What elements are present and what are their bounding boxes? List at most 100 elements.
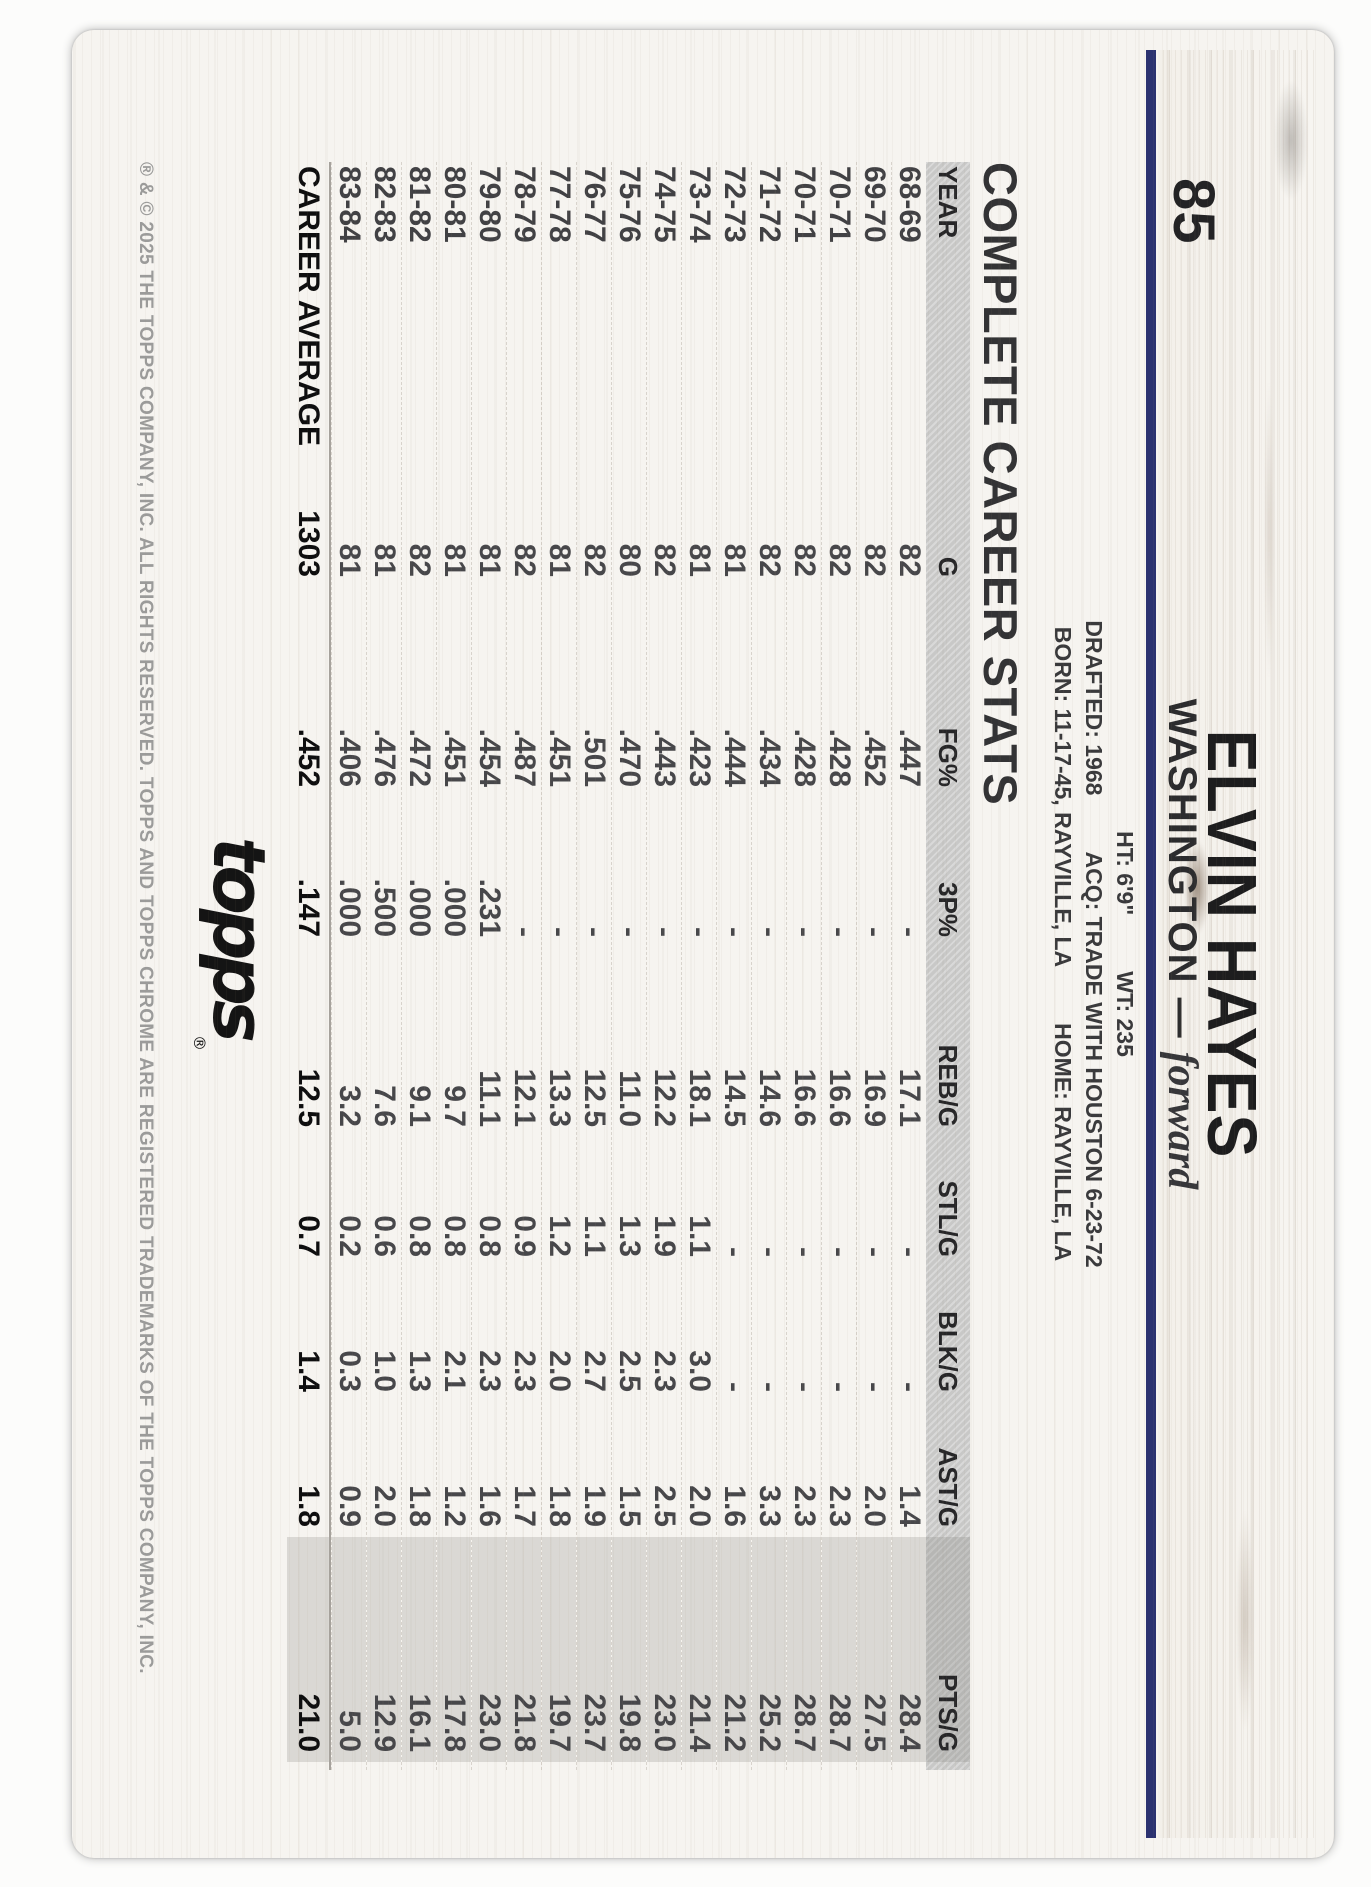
- stat-cell: -: [753, 927, 786, 937]
- stat-cell: .452: [292, 728, 325, 787]
- stat-cell: -: [648, 927, 681, 937]
- topps-logo: topps ®: [183, 30, 288, 1858]
- stat-cell: 2.3: [823, 1485, 856, 1527]
- column-header: PTS/G: [926, 1537, 970, 1762]
- stat-cell: 12.5: [292, 1068, 325, 1127]
- stat-cell: 16.9: [858, 1068, 891, 1127]
- stat-cell: 81: [473, 543, 506, 577]
- stat-cell: -: [683, 927, 716, 937]
- stat-cell: 3.2: [333, 1085, 366, 1127]
- stat-cell: 2.5: [613, 1350, 646, 1392]
- stat-cell: 14.6: [753, 1068, 786, 1127]
- stat-cell: -: [543, 927, 576, 937]
- stat-cell: 3.0: [683, 1350, 716, 1392]
- stat-cell: 0.9: [333, 1485, 366, 1527]
- stat-cell: 80: [613, 543, 646, 577]
- copyright-text: ® & © 2025 THE TOPPS COMPANY, INC. ALL R…: [135, 162, 156, 1674]
- stat-cell: .470: [613, 728, 646, 787]
- stat-cell: -: [893, 927, 926, 937]
- stat-cell: 2.1: [438, 1350, 471, 1392]
- bio-weight: WT: 235: [1112, 971, 1138, 1057]
- column-header: YEAR: [933, 166, 964, 239]
- stat-cell: 81: [368, 543, 401, 577]
- stat-cell: 3.3: [753, 1485, 786, 1527]
- stat-cell: 21.8: [507, 1537, 541, 1762]
- stat-cell: .434: [753, 728, 786, 787]
- stat-cell: 11.1: [473, 1070, 506, 1127]
- season-stat-row: 76-77 82 .501 - 12.5 1.1 2.7 1.9 23.7: [576, 162, 611, 1770]
- stat-cell: 16.6: [823, 1068, 856, 1127]
- stat-cell: 2.0: [683, 1485, 716, 1527]
- stat-cell: 16.1: [402, 1537, 436, 1762]
- navy-divider-rule: [1146, 50, 1156, 1838]
- bio-line-drafted: DRAFTED: 1968 ACQ: TRADE WITH HOUSTON 6-2…: [1078, 30, 1109, 1858]
- stat-cell: -: [858, 1247, 891, 1257]
- stat-cell: 28.4: [892, 1537, 926, 1762]
- stat-cell: 77-78: [543, 166, 576, 243]
- stat-cell: .406: [333, 728, 366, 787]
- stat-cell: .447: [893, 728, 926, 787]
- stat-cell: 2.3: [788, 1485, 821, 1527]
- stat-cell: .000: [333, 878, 366, 937]
- stat-cell: 16.6: [788, 1068, 821, 1127]
- stat-cell: 81: [543, 543, 576, 577]
- stat-cell: 1.3: [613, 1215, 646, 1257]
- stat-cell: .443: [648, 728, 681, 787]
- stat-cell: CAREER AVERAGE: [292, 166, 325, 447]
- stat-cell: .454: [473, 728, 506, 787]
- stat-cell: 1.4: [292, 1350, 325, 1392]
- stat-cell: 82-83: [368, 166, 401, 243]
- stat-cell: 9.7: [438, 1085, 471, 1127]
- stat-cell: -: [753, 1247, 786, 1257]
- stat-cell: 28.7: [787, 1537, 821, 1762]
- season-stat-row: 83-84 81 .406 .000 3.2 0.2 0.3 0.9 5.0: [331, 162, 366, 1770]
- stat-cell: 81: [438, 543, 471, 577]
- stats-table: YEAR G FG% 3P% REB/G STL/G BLK/G AST/G PTS/G 68-…: [287, 162, 970, 1770]
- column-header: FG%: [933, 727, 964, 787]
- stat-cell: 2.7: [578, 1350, 611, 1392]
- stat-cell: .451: [543, 728, 576, 787]
- stat-cell: 0.8: [473, 1215, 506, 1257]
- stat-cell: -: [893, 1382, 926, 1392]
- season-stat-row: 79-80 81 .454 .231 11.1 0.8 2.3 1.6 23.0: [471, 162, 506, 1770]
- stat-cell: 23.7: [577, 1537, 611, 1762]
- stat-cell: 81: [718, 543, 751, 577]
- stat-cell: 1.5: [613, 1485, 646, 1527]
- stat-cell: 82: [823, 543, 856, 577]
- stat-cell: 78-79: [508, 166, 541, 243]
- stat-cell: 1.8: [292, 1485, 325, 1527]
- stat-cell: .428: [823, 728, 856, 787]
- stat-cell: 82: [753, 543, 786, 577]
- column-header: 3P%: [933, 882, 964, 937]
- stat-cell: 0.7: [292, 1215, 325, 1257]
- stat-cell: .487: [508, 728, 541, 787]
- season-stat-row: 80-81 81 .451 .000 9.7 0.8 2.1 1.2 17.8: [436, 162, 471, 1770]
- bio-height: HT: 6'9": [1112, 831, 1138, 916]
- stat-cell: 19.8: [612, 1537, 646, 1762]
- stat-cell: .452: [858, 728, 891, 787]
- stat-cell: 12.9: [367, 1537, 401, 1762]
- stat-cell: 2.5: [648, 1485, 681, 1527]
- stat-cell: -: [893, 1247, 926, 1257]
- stat-cell: .231: [473, 878, 506, 937]
- stat-cell: 0.3: [333, 1350, 366, 1392]
- stat-cell: 9.1: [403, 1085, 436, 1127]
- stat-cell: .500: [368, 878, 401, 937]
- stat-cell: 2.0: [858, 1485, 891, 1527]
- stat-cell: 17.8: [437, 1537, 471, 1762]
- stat-cell: 1.0: [368, 1350, 401, 1392]
- season-stat-row: 74-75 82 .443 - 12.2 1.9 2.3 2.5 23.0: [646, 162, 681, 1770]
- column-header: REB/G: [933, 1044, 964, 1127]
- stat-cell: 0.2: [333, 1215, 366, 1257]
- stat-cell: 82: [858, 543, 891, 577]
- stat-cell: 0.8: [403, 1215, 436, 1257]
- stat-cell: -: [823, 1247, 856, 1257]
- stat-cell: 7.6: [368, 1085, 401, 1127]
- stat-cell: .147: [292, 878, 325, 937]
- stat-cell: 70-71: [788, 166, 821, 243]
- stat-cell: 1.8: [403, 1485, 436, 1527]
- bio-line-born: BORN: 11-17-45, RAYVILLE, LA HOME: RAYVIL…: [1047, 30, 1078, 1858]
- stats-header-row: YEAR G FG% 3P% REB/G STL/G BLK/G AST/G PTS/G: [926, 162, 970, 1770]
- bio-acquired: ACQ: TRADE WITH HOUSTON 6-23-72: [1081, 851, 1107, 1268]
